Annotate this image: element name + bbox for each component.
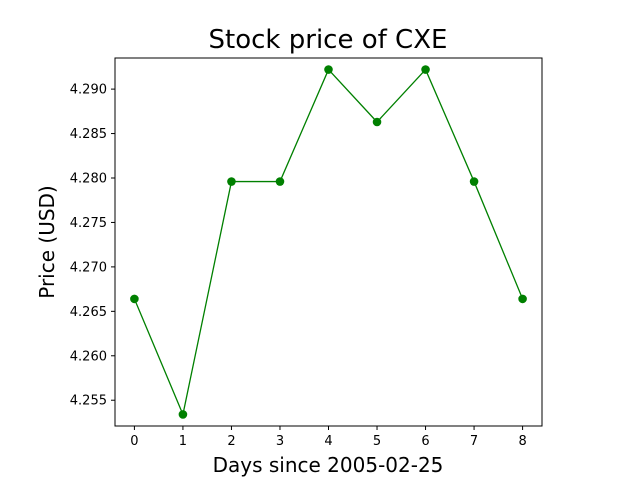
- x-axis: 0 1 2 3 4 5 6 7 8: [130, 426, 527, 449]
- data-point: [469, 177, 479, 186]
- data-point: [421, 65, 430, 74]
- x-tick-label: 1: [179, 434, 187, 449]
- y-tick-label: 4.255: [70, 394, 107, 409]
- data-point: [178, 410, 188, 419]
- data-point: [130, 294, 139, 304]
- x-tick-label: 7: [470, 434, 478, 449]
- x-tick-label: 4: [324, 434, 332, 449]
- x-axis-label: Days since 2005-02-25: [213, 453, 444, 477]
- x-tick-label: 2: [227, 434, 235, 449]
- y-tick-label: 4.260: [70, 349, 107, 364]
- data-point: [372, 117, 382, 127]
- data-point: [227, 177, 236, 186]
- y-tick-label: 4.285: [70, 127, 107, 142]
- data-point: [275, 177, 285, 186]
- x-tick-label: 6: [421, 434, 429, 449]
- chart-title: Stock price of CXE: [209, 25, 448, 55]
- y-axis-label: Price (USD): [35, 185, 59, 299]
- y-tick-label: 4.265: [70, 305, 107, 320]
- series-layer: [130, 65, 527, 419]
- x-tick-label: 5: [373, 434, 381, 449]
- y-tick-label: 4.275: [70, 216, 107, 231]
- x-tick-label: 0: [130, 434, 138, 449]
- x-tick-label: 8: [518, 434, 526, 449]
- y-tick-label: 4.270: [70, 260, 107, 275]
- y-tick-label: 4.280: [70, 172, 107, 187]
- series-line: [133, 68, 524, 416]
- data-point: [518, 294, 527, 304]
- x-tick-label: 3: [276, 434, 284, 449]
- plot-area-frame: [114, 57, 543, 427]
- y-tick-label: 4.290: [70, 83, 107, 98]
- data-point: [324, 65, 333, 74]
- y-axis: 4.255 4.260 4.265 4.270 4.275 4.280 4.285 4.290: [70, 83, 115, 409]
